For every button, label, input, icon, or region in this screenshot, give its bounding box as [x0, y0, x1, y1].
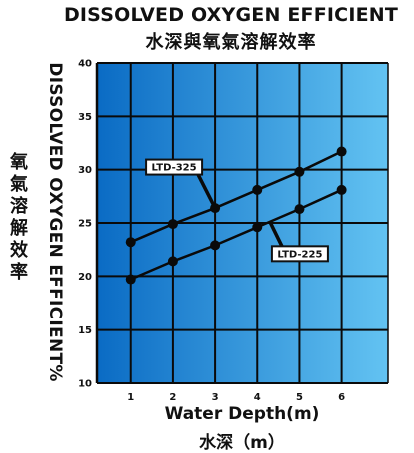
series-label-leader — [196, 173, 217, 209]
series-line-ltd-325 — [130, 150, 343, 244]
data-point — [252, 222, 263, 233]
series-label: LTD-225 — [277, 249, 322, 260]
chart-title: DISSOLVED OXYGEN EFFICIENT — [63, 4, 399, 26]
series-line-ltd-225 — [130, 188, 343, 281]
x-tick-label: 2 — [169, 392, 176, 403]
y-tick-label: 40 — [78, 59, 92, 70]
series-label-box — [270, 245, 329, 263]
series-label-box — [145, 158, 204, 176]
y-tick-label: 10 — [78, 379, 92, 390]
data-point — [125, 274, 136, 285]
x-tick-label: 3 — [212, 392, 219, 403]
data-point — [125, 237, 136, 248]
data-point — [210, 240, 221, 251]
x-axis-label: Water Depth(m) — [164, 404, 320, 424]
y-axis-label-chinese: 氧氣溶解效率 — [10, 152, 28, 283]
data-point — [252, 184, 263, 195]
y-tick-label: 15 — [78, 325, 92, 336]
data-point — [336, 146, 347, 157]
data-point — [167, 256, 178, 267]
x-axis-label-chinese: 水深（m） — [199, 433, 285, 453]
series-label-leader — [268, 221, 284, 248]
data-point — [294, 204, 305, 215]
data-point — [336, 184, 347, 195]
x-tick-label: 6 — [338, 392, 345, 403]
chart-subtitle: 水深與氧氣溶解效率 — [145, 32, 317, 53]
y-tick-label: 20 — [78, 272, 92, 283]
x-tick-label: 1 — [127, 392, 134, 403]
y-tick-label: 35 — [78, 112, 92, 123]
series-label: LTD-325 — [152, 163, 197, 174]
y-tick-label: 25 — [78, 219, 92, 230]
x-tick-label: 5 — [296, 392, 303, 403]
data-point — [294, 166, 305, 177]
y-tick-label: 30 — [78, 165, 92, 176]
data-point — [167, 219, 178, 230]
x-tick-label: 4 — [254, 392, 261, 403]
